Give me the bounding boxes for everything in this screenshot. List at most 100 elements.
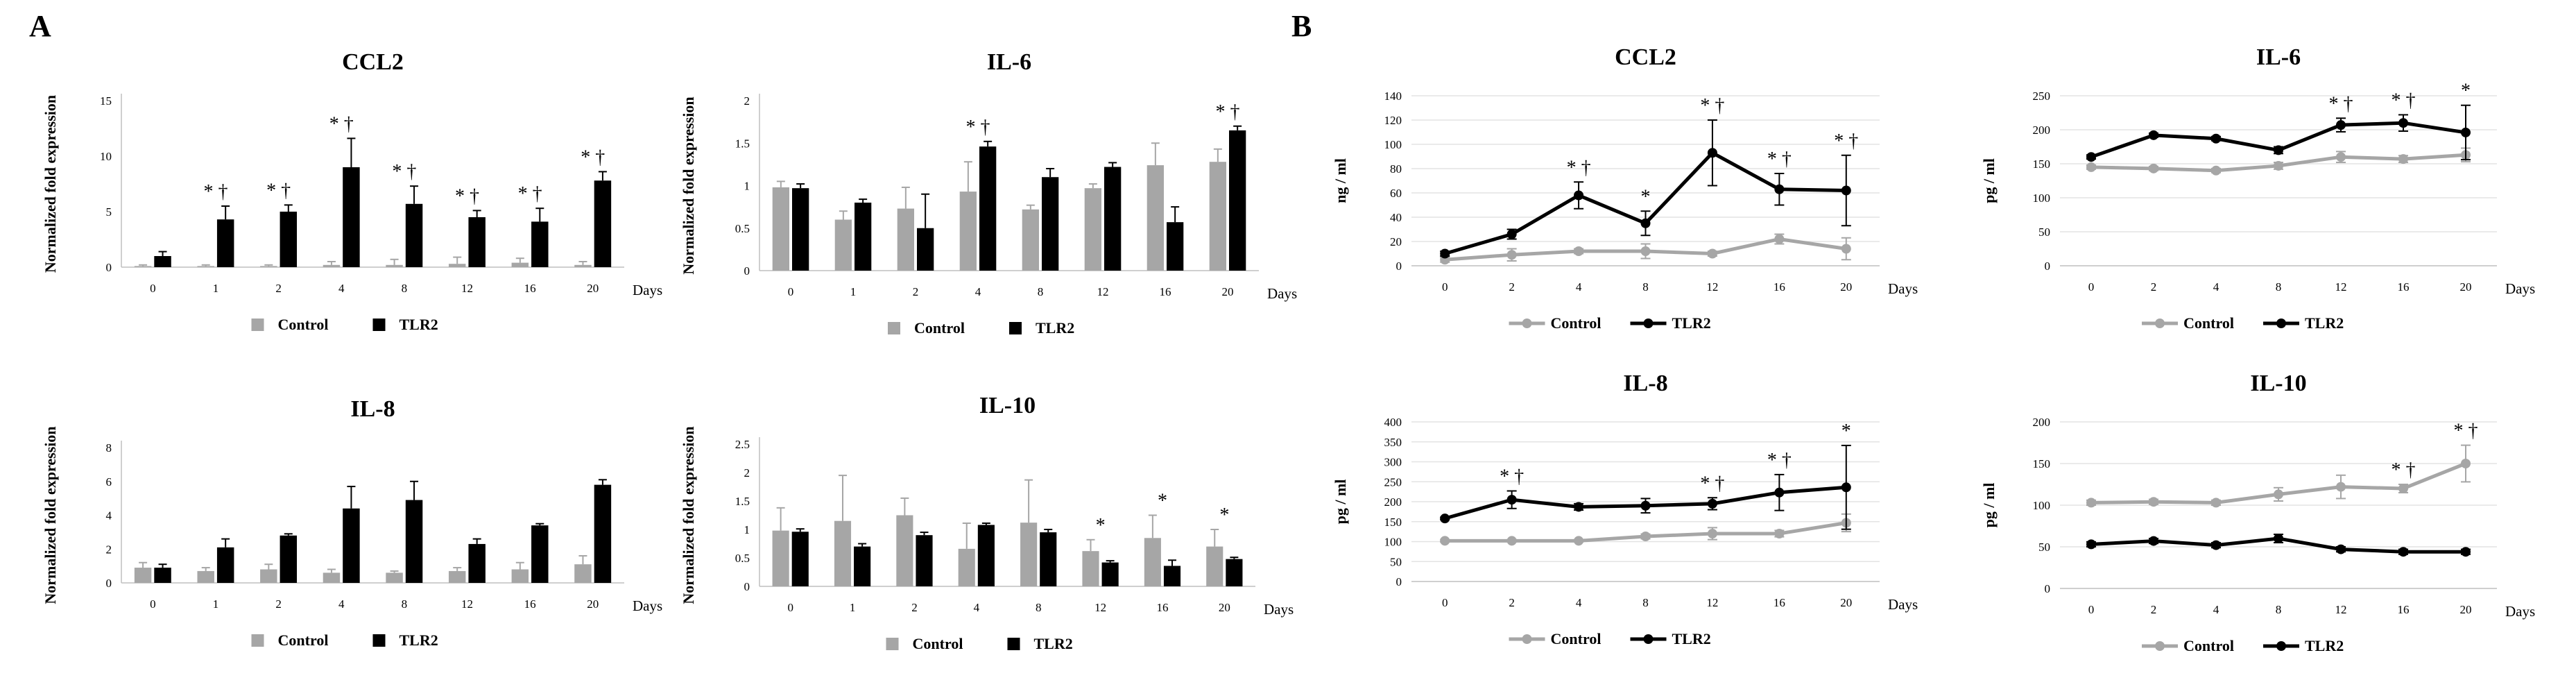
data-point-tlr2 xyxy=(1506,229,1517,239)
x-axis-label: Days xyxy=(2505,603,2535,620)
data-point-tlr2 xyxy=(1774,487,1785,498)
chart-b_il8: IL-8 pg / ml 0 50 100 150 200 250 300 350 400 0 2 4 8 1… xyxy=(1332,371,1918,647)
significance-marker: * † xyxy=(581,146,605,168)
data-point-tlr2 xyxy=(1640,500,1651,511)
data-point-tlr2 xyxy=(2336,120,2346,130)
bar-tlr2 xyxy=(791,532,809,586)
data-point-control xyxy=(1440,536,1450,546)
bar-control xyxy=(1206,546,1223,586)
bar-tlr2 xyxy=(1101,562,1119,586)
significance-marker: * † xyxy=(2392,90,2416,111)
significance-marker: * † xyxy=(966,117,990,138)
y-tick-label: 0 xyxy=(744,580,750,593)
data-point-control xyxy=(2336,152,2346,162)
bar-control xyxy=(574,264,592,267)
y-tick-label: 6 xyxy=(106,475,112,489)
data-point-tlr2 xyxy=(2211,133,2221,144)
y-axis-label: Normalized fold expression xyxy=(42,95,59,273)
y-tick-label: 140 xyxy=(1384,90,1402,103)
x-tick-label: 4 xyxy=(338,597,345,611)
y-tick-label: 150 xyxy=(2033,158,2051,171)
x-tick-label: 20 xyxy=(587,597,599,611)
x-tick-label: 2 xyxy=(1509,280,1515,294)
bar-control xyxy=(260,266,277,267)
x-axis-label: Days xyxy=(633,597,662,614)
x-tick-label: 12 xyxy=(2335,280,2347,294)
x-tick-label: 0 xyxy=(2088,603,2095,616)
y-axis-label: ng / ml xyxy=(1332,158,1349,203)
data-point-control xyxy=(1774,529,1785,538)
chart-title: CCL2 xyxy=(342,49,404,75)
bar-control xyxy=(574,564,592,583)
y-tick-label: 400 xyxy=(1384,416,1402,429)
y-tick-label: 4 xyxy=(106,509,112,523)
chart-title: IL-10 xyxy=(979,393,1036,418)
legend-swatch-marker xyxy=(2155,641,2165,651)
y-tick-label: 150 xyxy=(1384,516,1402,529)
y-axis-label: Normalized fold expression xyxy=(680,426,697,604)
bar-tlr2 xyxy=(154,256,171,267)
bar-tlr2 xyxy=(854,546,871,586)
x-tick-label: 2 xyxy=(2151,603,2157,616)
y-tick-label: 100 xyxy=(1384,536,1402,549)
significance-marker: * † xyxy=(1216,101,1240,123)
x-axis-label: Days xyxy=(1888,596,1918,613)
bar-control xyxy=(772,187,789,271)
bar-control xyxy=(1084,188,1101,271)
bar-tlr2 xyxy=(792,188,809,271)
data-point-control xyxy=(1506,536,1517,546)
x-tick-label: 0 xyxy=(2088,280,2095,294)
significance-marker: * xyxy=(1841,421,1851,442)
x-tick-label: 12 xyxy=(461,597,473,611)
bar-control xyxy=(134,568,152,583)
x-tick-label: 20 xyxy=(587,282,599,295)
bar-control xyxy=(197,266,214,267)
y-tick-label: 50 xyxy=(2038,541,2050,554)
bar-tlr2 xyxy=(977,525,995,586)
bar-control xyxy=(323,264,341,267)
y-tick-label: 200 xyxy=(1384,495,1402,509)
significance-marker: * † xyxy=(518,183,542,205)
bar-control xyxy=(134,266,152,267)
x-tick-label: 12 xyxy=(1097,285,1109,298)
data-point-control xyxy=(2274,160,2283,171)
x-tick-label: 8 xyxy=(2276,603,2282,616)
bar-tlr2 xyxy=(979,146,997,271)
bar-tlr2 xyxy=(1104,167,1122,271)
x-tick-label: 12 xyxy=(1706,596,1718,609)
chart-b_il10: IL-10 pg / ml 0 50 100 150 200 0 2 4 8 12 16 20 Days * … xyxy=(1980,371,2535,654)
data-point-tlr2 xyxy=(2336,544,2346,554)
x-tick-label: 16 xyxy=(524,597,536,611)
x-tick-label: 0 xyxy=(788,285,794,298)
bar-tlr2 xyxy=(216,219,234,267)
bar-control xyxy=(386,264,403,267)
legend-label: Control xyxy=(914,319,965,337)
legend-label: TLR2 xyxy=(400,316,438,333)
data-point-control xyxy=(1640,246,1651,256)
data-point-tlr2 xyxy=(1574,502,1584,512)
bar-control xyxy=(511,569,529,583)
data-point-control xyxy=(1574,536,1584,546)
y-tick-label: 0 xyxy=(106,577,112,590)
x-tick-label: 16 xyxy=(524,282,536,295)
y-axis-label: pg / ml xyxy=(1980,158,1998,203)
x-tick-label: 2 xyxy=(275,597,282,611)
significance-marker: * † xyxy=(2454,421,2478,442)
bar-control xyxy=(1147,165,1164,271)
x-tick-label: 1 xyxy=(213,597,219,611)
data-point-control xyxy=(2398,154,2408,164)
bar-control xyxy=(1209,162,1226,271)
y-tick-label: 2 xyxy=(744,466,750,479)
y-axis-label: pg / ml xyxy=(1332,479,1349,525)
bar-control xyxy=(386,572,403,583)
x-tick-label: 4 xyxy=(2213,280,2219,294)
bar-control xyxy=(1082,551,1099,586)
legend-label: Control xyxy=(278,316,329,333)
bar-tlr2 xyxy=(343,167,360,267)
y-tick-label: 200 xyxy=(2033,416,2051,429)
data-point-control xyxy=(1640,532,1651,542)
chart-title: IL-6 xyxy=(987,49,1031,75)
x-tick-label: 8 xyxy=(2276,280,2282,294)
legend-swatch-marker xyxy=(2155,319,2165,328)
y-tick-label: 250 xyxy=(1384,475,1402,489)
